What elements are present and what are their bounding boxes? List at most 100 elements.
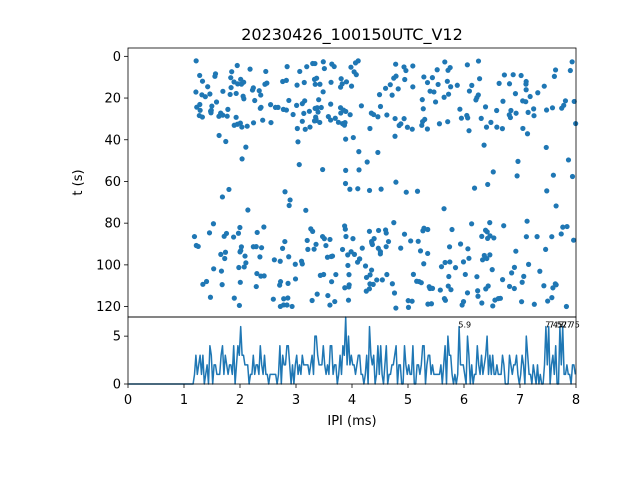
raster-point: [285, 295, 291, 301]
raster-point: [419, 122, 425, 128]
raster-point: [222, 255, 228, 262]
raster-point: [254, 270, 260, 277]
raster-point: [509, 270, 515, 276]
raster-point: [398, 245, 404, 251]
raster-point: [311, 246, 317, 252]
raster-y-tick-label: 20: [104, 92, 121, 107]
raster-plot-panel: 0 20 40 60 80 100 120: [96, 47, 579, 318]
raster-point: [375, 149, 381, 156]
raster-point: [366, 286, 373, 292]
raster-point: [247, 66, 253, 72]
raster-point: [537, 268, 543, 274]
raster-point: [485, 181, 491, 188]
raster-point: [271, 257, 277, 263]
raster-point: [563, 303, 570, 310]
raster-point: [205, 84, 211, 90]
raster-point: [393, 179, 399, 185]
raster-point: [401, 231, 408, 237]
raster-point: [328, 101, 334, 107]
histogram-x-tick-label: 5: [404, 393, 412, 408]
raster-point: [237, 249, 243, 255]
raster-point: [332, 298, 338, 305]
raster-point: [221, 233, 227, 239]
raster-point: [506, 81, 513, 87]
raster-point: [237, 279, 243, 285]
raster-point: [304, 237, 310, 244]
raster-point: [216, 113, 222, 119]
raster-point: [424, 79, 431, 86]
raster-point: [327, 236, 333, 243]
raster-point: [241, 264, 247, 270]
raster-point: [254, 229, 260, 236]
raster-point: [409, 298, 415, 304]
raster-point: [489, 267, 495, 273]
raster-point: [534, 234, 540, 240]
raster-point: [465, 246, 471, 252]
raster-point: [404, 124, 411, 130]
raster-point: [569, 59, 575, 65]
raster-point: [518, 299, 525, 305]
raster-point: [506, 283, 513, 290]
histogram-x-tick-label: 3: [292, 393, 300, 408]
raster-point: [292, 261, 298, 267]
raster-point: [558, 231, 564, 237]
raster-point: [466, 255, 472, 261]
raster-point: [478, 115, 484, 121]
raster-point: [518, 72, 524, 79]
raster-point: [464, 290, 471, 296]
raster-point: [357, 256, 363, 262]
raster-point: [257, 254, 263, 260]
raster-point: [500, 98, 506, 104]
raster-point: [464, 62, 470, 68]
raster-point: [258, 245, 265, 251]
raster-point: [481, 252, 487, 259]
raster-point: [549, 234, 555, 240]
raster-point: [225, 106, 231, 112]
raster-point: [482, 227, 489, 233]
raster-point: [448, 84, 454, 90]
raster-point: [370, 281, 376, 287]
raster-point: [391, 75, 397, 81]
raster-point: [256, 88, 262, 94]
histogram-x-tick-label: 7: [516, 393, 524, 408]
raster-point: [457, 106, 463, 112]
raster-point: [304, 64, 310, 70]
histogram-peak-label: 7.52: [549, 321, 567, 330]
raster-point: [279, 245, 286, 251]
raster-point: [301, 110, 307, 117]
raster-point: [499, 126, 505, 132]
raster-point: [203, 278, 210, 285]
raster-point: [525, 109, 531, 115]
raster-point: [280, 78, 286, 85]
raster-point: [348, 64, 354, 70]
raster-point: [531, 301, 537, 307]
raster-point: [317, 81, 323, 87]
raster-point: [206, 230, 213, 236]
raster-point: [552, 67, 559, 73]
raster-point: [320, 59, 326, 65]
raster-point: [571, 237, 577, 243]
raster-point: [193, 58, 199, 64]
raster-point: [552, 281, 558, 287]
raster-point: [403, 189, 409, 195]
raster-point: [431, 89, 437, 95]
raster-point: [367, 125, 373, 132]
raster-point: [442, 59, 448, 65]
raster-point: [565, 157, 572, 163]
raster-point: [485, 283, 491, 289]
raster-point: [229, 69, 235, 75]
histogram-peak-labels: 5.9 7.457.527.77.75: [458, 321, 579, 330]
raster-point: [238, 244, 244, 250]
raster-point: [277, 258, 283, 264]
raster-point: [447, 259, 453, 265]
raster-point: [243, 260, 249, 266]
raster-point: [332, 115, 338, 121]
raster-point: [427, 88, 433, 94]
raster-point: [277, 279, 284, 285]
raster-point: [359, 245, 365, 251]
raster-point: [313, 241, 319, 247]
histogram-peak-label: 7.7: [559, 321, 572, 330]
raster-point: [475, 58, 482, 64]
raster-point: [389, 281, 395, 287]
